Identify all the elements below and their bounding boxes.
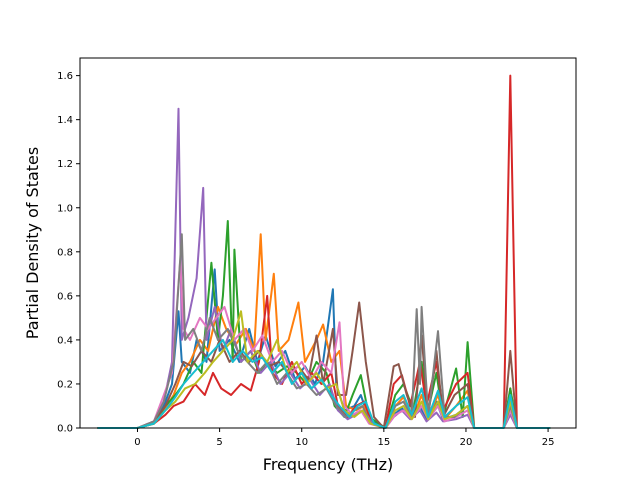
series-layer [97,74,551,429]
x-axis-ticks: 0 5 10 15 20 25 [134,428,554,448]
y-tick-label: 0.6 [57,291,73,302]
y-axis-label: Partial Density of States [23,147,42,339]
x-tick-label: 20 [460,437,473,448]
y-tick-label: 1.6 [57,71,73,82]
y-tick-label: 1.0 [57,203,73,214]
series-line-7 [97,259,551,429]
series-line-10 [97,338,551,429]
series-line-4 [97,74,551,429]
x-axis-label: Frequency (THz) [263,455,393,474]
plot-area [80,58,576,428]
x-tick-label: 10 [295,437,308,448]
x-tick-label: 5 [216,437,222,448]
y-tick-label: 1.2 [57,159,73,170]
y-tick-label: 0.8 [57,247,73,258]
series-line-8 [97,233,551,429]
y-tick-label: 0.4 [57,335,73,346]
x-tick-label: 0 [134,437,140,448]
y-tick-label: 1.4 [57,115,73,126]
x-tick-label: 15 [377,437,390,448]
plot-frame [79,57,577,429]
y-axis-ticks: 0.0 0.2 0.4 0.6 0.8 1.0 1.2 1.4 1.6 [57,71,80,435]
x-tick-label: 25 [542,437,555,448]
y-tick-label: 0.2 [57,379,73,390]
y-tick-label: 0.0 [57,424,73,435]
series-line-5 [97,107,551,429]
